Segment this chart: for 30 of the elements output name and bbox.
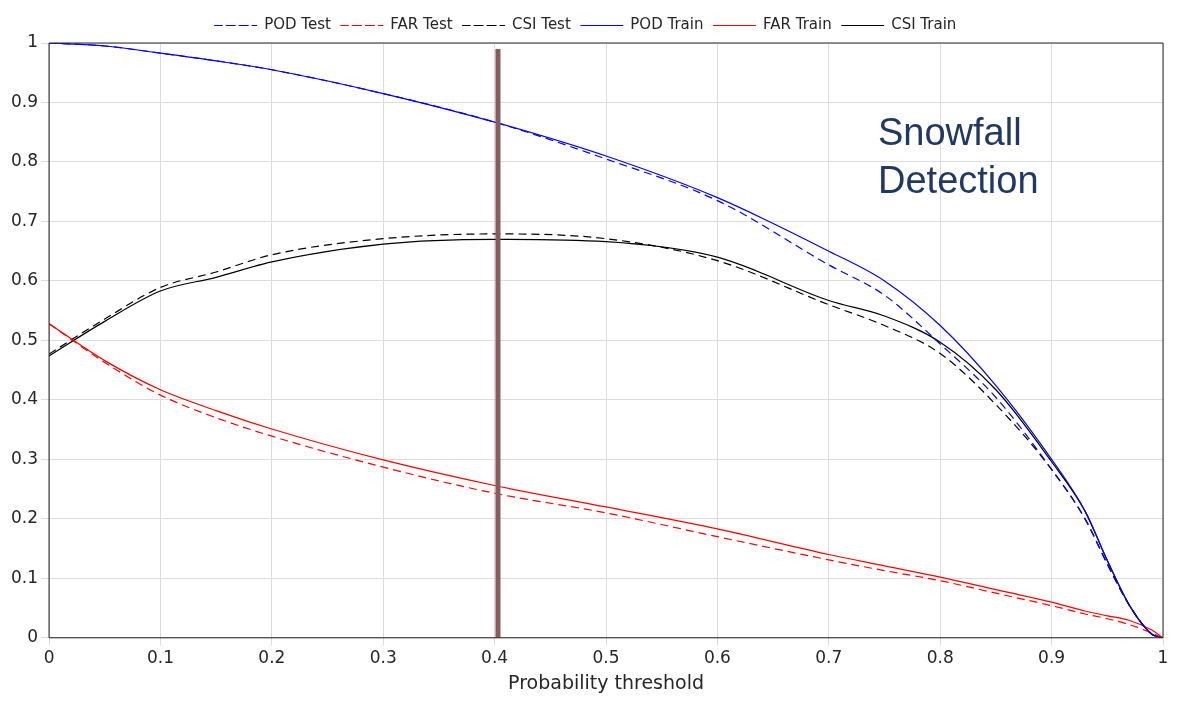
y-tick-label: 0.7: [10, 209, 39, 230]
x-tick-label: 0: [43, 647, 55, 668]
x-tick-label: 0.9: [1038, 647, 1066, 668]
legend-label: FAR Train: [762, 15, 832, 34]
legend-label: FAR Test: [390, 15, 453, 34]
y-tick-label: 0: [27, 626, 39, 647]
x-tick-label: 0.4: [481, 647, 509, 668]
x-axis-title: Probability threshold: [508, 670, 704, 693]
y-tick-label: 0.2: [10, 507, 39, 528]
x-tick-label: 0.8: [926, 647, 954, 668]
x-tick-label: 0.3: [369, 647, 397, 668]
y-tick-label: 0.1: [10, 566, 39, 587]
x-tick-label: 0.7: [815, 647, 843, 668]
x-tick-label: 0.2: [258, 647, 286, 668]
legend-label: CSI Train: [891, 15, 957, 34]
annotation: Snowfall Detection: [878, 110, 1040, 203]
x-tick-label: 0.6: [703, 647, 731, 668]
y-tick-label: 0.9: [10, 90, 39, 111]
x-tick-label: 1: [1157, 647, 1169, 668]
y-tick-label: 0.6: [10, 269, 39, 290]
y-tick-label: 0.4: [10, 388, 39, 409]
legend-label: CSI Test: [512, 15, 571, 34]
legend-label: POD Train: [630, 15, 704, 34]
y-tick-label: 0.5: [10, 328, 39, 349]
y-tick-label: 1: [27, 31, 39, 52]
x-tick-label: 0.5: [592, 647, 620, 668]
x-tick-label: 0.1: [146, 647, 174, 668]
y-tick-label: 0.8: [10, 150, 39, 171]
legend-label: POD Test: [264, 15, 331, 34]
y-tick-label: 0.3: [10, 447, 39, 468]
